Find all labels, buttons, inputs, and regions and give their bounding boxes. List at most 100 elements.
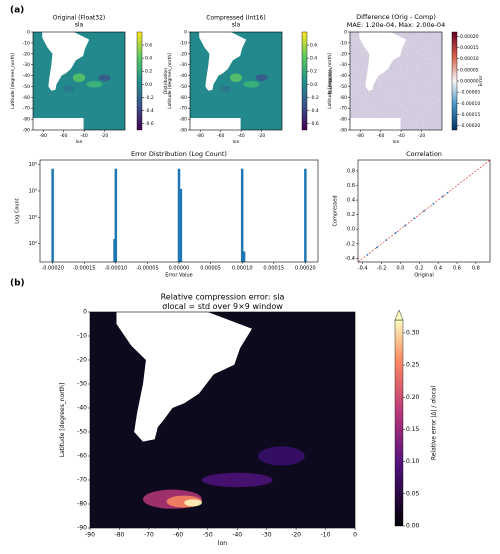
x-axis-label: Error Value (165, 273, 193, 279)
y-tick-label: -60 (340, 95, 347, 101)
x-tick-label: 0.2 (415, 266, 423, 272)
point (441, 195, 444, 198)
bar (240, 168, 244, 262)
y-tick-label: 10⁴ (29, 188, 37, 194)
x-tick-label: -90 (85, 531, 95, 538)
y-tick-label: -20 (23, 51, 30, 57)
colorbar-label: Relative error |Δ| / σlocal (431, 386, 438, 461)
x-tick-label: -0.00020 (41, 266, 63, 272)
bar (179, 188, 183, 262)
x-tick-label: 0.00005 (200, 266, 221, 272)
axes-frame (39, 159, 319, 263)
x-tick-label: -0.2 (377, 266, 387, 272)
chart-title: Compressed (Int16) (206, 15, 265, 22)
chart-title: Original (Float32) (53, 15, 106, 22)
y-tick-label: -30 (340, 62, 347, 68)
y-tick-label: -0.2 (345, 241, 355, 247)
y-tick-label: -80 (23, 117, 30, 123)
map-feature (201, 472, 273, 488)
x-axis-label: lon (233, 139, 240, 145)
x-tick-label: -0.00015 (73, 266, 95, 272)
x-tick-label: 0.00010 (232, 266, 253, 272)
y-tick-label: -10 (23, 40, 30, 46)
x-tick-label: -20 (101, 133, 108, 139)
bar (114, 168, 118, 262)
map-feature (243, 81, 260, 88)
x-tick-label: -60 (377, 133, 384, 139)
chart-subtitle: sla (75, 22, 84, 29)
colorbar-tick-label: 0.00 (406, 523, 420, 530)
chart-subtitle: σlocal = std over 9×9 window (162, 302, 283, 311)
map-image (33, 32, 125, 130)
colorbar-tick-label: 0.20 (406, 394, 420, 401)
axes-frame (89, 311, 356, 529)
y-tick-label: -70 (23, 106, 30, 112)
x-tick-label: -20 (418, 133, 425, 139)
point (385, 239, 388, 242)
colorbar-tick-label: 0.05 (406, 490, 420, 497)
y-axis-label: Compressed (333, 195, 339, 226)
colorbar-tick-label: -0.00020 (460, 123, 480, 129)
x-tick-label: -80 (357, 133, 364, 139)
bar (177, 168, 181, 262)
colorbar (451, 31, 458, 131)
point (366, 253, 369, 256)
point (423, 210, 425, 212)
y-tick-label: -60 (180, 95, 187, 101)
colorbar-tick-label: -0.2 (145, 95, 154, 101)
y-tick-label: 0 (27, 30, 30, 36)
x-tick-label: 0.8 (472, 266, 480, 272)
point (413, 217, 416, 220)
y-tick-label: -50 (23, 84, 30, 90)
map-feature (86, 81, 103, 88)
colorbar-tick-label: 0.00010 (460, 56, 479, 62)
y-tick-label: -50 (180, 84, 187, 90)
land (359, 32, 407, 91)
x-tick-label: -0.00005 (136, 266, 158, 272)
x-tick-label: 0.00020 (295, 266, 316, 272)
x-tick-label: -0.00010 (105, 266, 127, 272)
map-feature (184, 499, 202, 507)
y-tick-label: -70 (340, 106, 347, 112)
point (404, 224, 407, 227)
colorbar (394, 319, 404, 527)
y-tick-label: -40 (23, 73, 30, 79)
x-tick-label: -10 (321, 531, 331, 538)
colorbar (136, 31, 143, 131)
y-tick-label: -20 (180, 51, 187, 57)
map-feature (229, 73, 243, 83)
colorbar-tick-label: -0.6 (145, 121, 154, 127)
x-tick-label: -40 (80, 133, 87, 139)
axes-frame (349, 31, 443, 131)
colorbar-tick-label: -0.6 (310, 121, 319, 127)
y-axis-label: Latitude [degrees_north] (59, 383, 66, 458)
colorbar-tick-label: 0.2 (145, 69, 152, 75)
map-feature (220, 85, 231, 92)
colorbar-tick-label: 0.10 (406, 458, 420, 465)
y-tick-label: 0 (83, 309, 87, 316)
x-tick-label: -40 (237, 133, 244, 139)
colorbar-tick-label: 0.4 (310, 56, 317, 62)
y-tick-label: -70 (77, 477, 87, 484)
land (190, 118, 241, 130)
x-axis-label: Original (414, 273, 434, 279)
y-tick-label: -90 (77, 525, 87, 532)
y-tick-label: -70 (180, 106, 187, 112)
y-tick-label: -80 (180, 117, 187, 123)
colorbar-tick-label: 0.25 (406, 362, 420, 369)
x-tick-label: -60 (217, 133, 224, 139)
bar (304, 168, 307, 262)
y-tick-label: -60 (77, 453, 87, 460)
y-tick-label: -20 (77, 357, 87, 364)
y-tick-label: 0.0 (347, 227, 355, 233)
y-axis-label: Latitude [degrees_north] (10, 53, 16, 109)
colorbar-tick-label: -0.00010 (460, 101, 480, 107)
y-axis-label: Log Count (15, 198, 21, 223)
x-tick-label: -50 (203, 531, 213, 538)
colorbar-tick-label: 0.0 (310, 82, 317, 88)
land (42, 32, 90, 91)
chart-title: Relative compression error: sla (161, 293, 285, 302)
y-tick-label: -50 (77, 429, 87, 436)
colorbar-tick-label: -0.2 (310, 95, 319, 101)
x-tick-label: -20 (258, 133, 265, 139)
